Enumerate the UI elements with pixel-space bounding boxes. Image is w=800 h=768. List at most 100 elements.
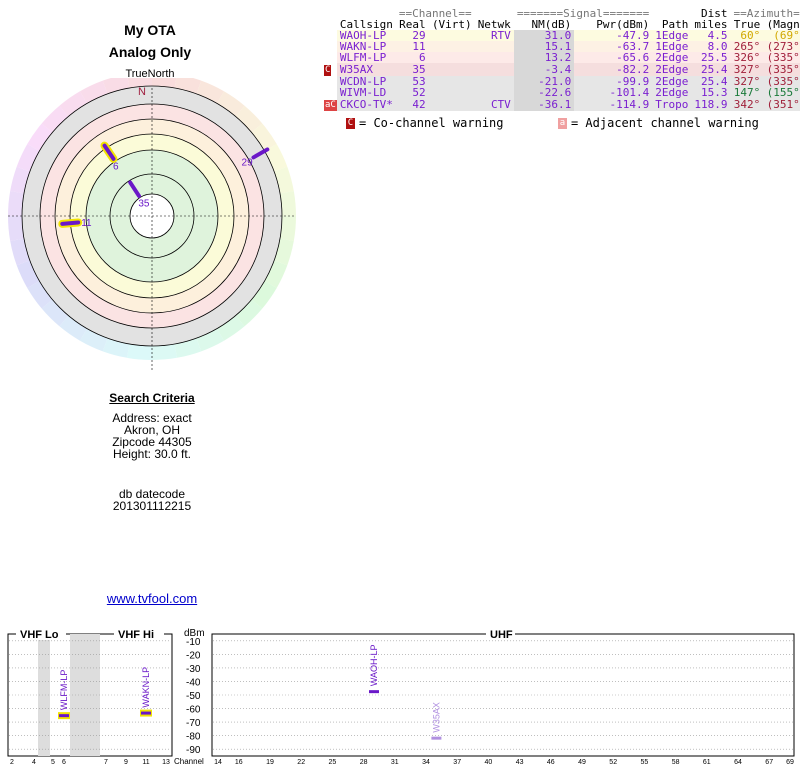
path-cell: 2Edge [652, 76, 692, 87]
true-north-label: TrueNorth [125, 68, 175, 80]
signal-group-header: =======Signal======= [516, 7, 650, 20]
criteria-zipcode: Zipcode 44305 [112, 435, 192, 449]
network-cell [474, 76, 514, 87]
column-header: (Magn) [766, 18, 800, 31]
station-label: 35 [138, 199, 150, 210]
channel-tick: 67 [765, 759, 773, 766]
search-criteria: Search Criteria Address: exact Akron, OH… [60, 392, 244, 460]
virt-channel-cell [428, 63, 475, 76]
power-dbm-cell: -114.9 [574, 98, 653, 111]
virt-channel-cell [428, 87, 475, 98]
nm-db-cell: -21.0 [513, 76, 575, 87]
channel-tick: 37 [453, 759, 461, 766]
datecode-block: db datecode 201301112215 [60, 488, 244, 512]
distance-cell: 4.5 [691, 30, 731, 41]
channel-tick: 13 [162, 759, 170, 766]
callsign-cell: WIVM-LD [336, 87, 396, 98]
channel-tick: 40 [485, 759, 493, 766]
uhf-frame [211, 633, 795, 757]
station-mark [60, 220, 81, 226]
channel-tick: 64 [734, 759, 742, 766]
nm-db-cell: -3.4 [513, 63, 575, 76]
distance-cell: 8.0 [691, 41, 731, 52]
nm-db-cell: 31.0 [513, 30, 575, 41]
y-tick: -40 [186, 677, 201, 688]
virt-channel-cell [428, 30, 475, 41]
row-flag [324, 76, 337, 87]
section-label-bg [486, 628, 515, 640]
y-tick: -60 [186, 705, 201, 716]
channel-tick: 9 [124, 759, 128, 766]
channel-tick: 25 [329, 759, 337, 766]
legend: C = Co-channel warning a = Adjacent channe… [346, 116, 759, 130]
azimuth-magn-cell: (335°) [763, 52, 800, 63]
channel-tick: 6 [62, 759, 66, 766]
channel-tick: 22 [297, 759, 305, 766]
channel-tick: 52 [609, 759, 617, 766]
azimuth-magn-cell: (351°) [763, 98, 800, 111]
channel-tick: 2 [10, 759, 14, 766]
channel-tick: 7 [104, 759, 108, 766]
row-flag: C [324, 63, 337, 76]
distance-cell: 118.9 [691, 98, 731, 111]
azimuth-true-cell: 327° [730, 63, 764, 76]
dist-group-header: Dist [701, 7, 728, 20]
column-header: Pwr(dBm) [596, 18, 650, 31]
azimuth-true-cell: 326° [730, 52, 764, 63]
station-table: ==Channel== =======Signal======= Dist ==… [324, 8, 800, 111]
power-dbm-cell: -82.2 [574, 63, 653, 76]
channel-tick: 55 [641, 759, 649, 766]
channel-tick: 11 [142, 759, 149, 766]
power-dbm-cell: -101.4 [574, 87, 653, 98]
station-bar [369, 690, 379, 694]
station-mark [128, 180, 141, 198]
y-tick: -80 [186, 732, 201, 743]
y-tick: -50 [186, 691, 201, 702]
real-channel-cell: 29 [395, 30, 429, 41]
azimuth-magn-cell: (335°) [763, 76, 800, 87]
azimuth-magn-cell: (273°) [763, 41, 800, 52]
search-criteria-heading: Search Criteria [109, 391, 195, 405]
distance-cell: 15.3 [691, 87, 731, 98]
channel-tick: 61 [703, 759, 711, 766]
network-cell [474, 52, 514, 63]
tvfool-link[interactable]: www.tvfool.com [106, 591, 198, 606]
channel-tick: 49 [578, 759, 586, 766]
section-label: VHF Lo [20, 629, 59, 641]
channel-tick: 28 [360, 759, 368, 766]
gap-block [38, 634, 50, 756]
column-header: Callsign [339, 18, 393, 31]
callsign-cell: WAKN-LP [336, 41, 396, 52]
channel-tick: 46 [547, 759, 555, 766]
real-channel-cell: 42 [395, 98, 429, 111]
group-header-row: ==Channel== =======Signal======= Dist ==… [324, 8, 800, 19]
distance-cell: 25.5 [691, 52, 731, 63]
virt-channel-cell [428, 76, 475, 87]
y-axis-label: dBm [184, 628, 205, 639]
azimuth-magn-cell: (335°) [763, 63, 800, 76]
column-header: NM(dB) [531, 18, 572, 31]
callsign-cell: W35AX [336, 63, 396, 76]
callsign-cell: WCDN-LP [336, 76, 396, 87]
station-label: 11 [81, 218, 92, 229]
column-header: miles [694, 18, 728, 31]
cochannel-chip: C [346, 118, 355, 129]
datecode-label: db datecode [118, 487, 186, 501]
network-cell [474, 63, 514, 76]
azimuth-true-cell: 60° [730, 30, 764, 41]
warning-chip: C [324, 65, 332, 76]
azimuth-group-header: ==Azimuth== [733, 7, 800, 20]
azimuth-magn-cell: (69°) [763, 30, 800, 41]
station-bar-label: W35AX [431, 702, 441, 733]
channel-tick: 4 [32, 759, 36, 766]
station-bar-label: WAOH-LP [369, 644, 379, 686]
station-bar [59, 714, 69, 718]
row-flag [324, 41, 337, 52]
distance-cell: 25.4 [691, 76, 731, 87]
y-tick: -20 [186, 650, 201, 661]
page-title: My OTA [124, 22, 176, 38]
row-flag [324, 52, 337, 63]
station-label: 6 [113, 162, 119, 173]
y-tick: -90 [186, 745, 201, 756]
